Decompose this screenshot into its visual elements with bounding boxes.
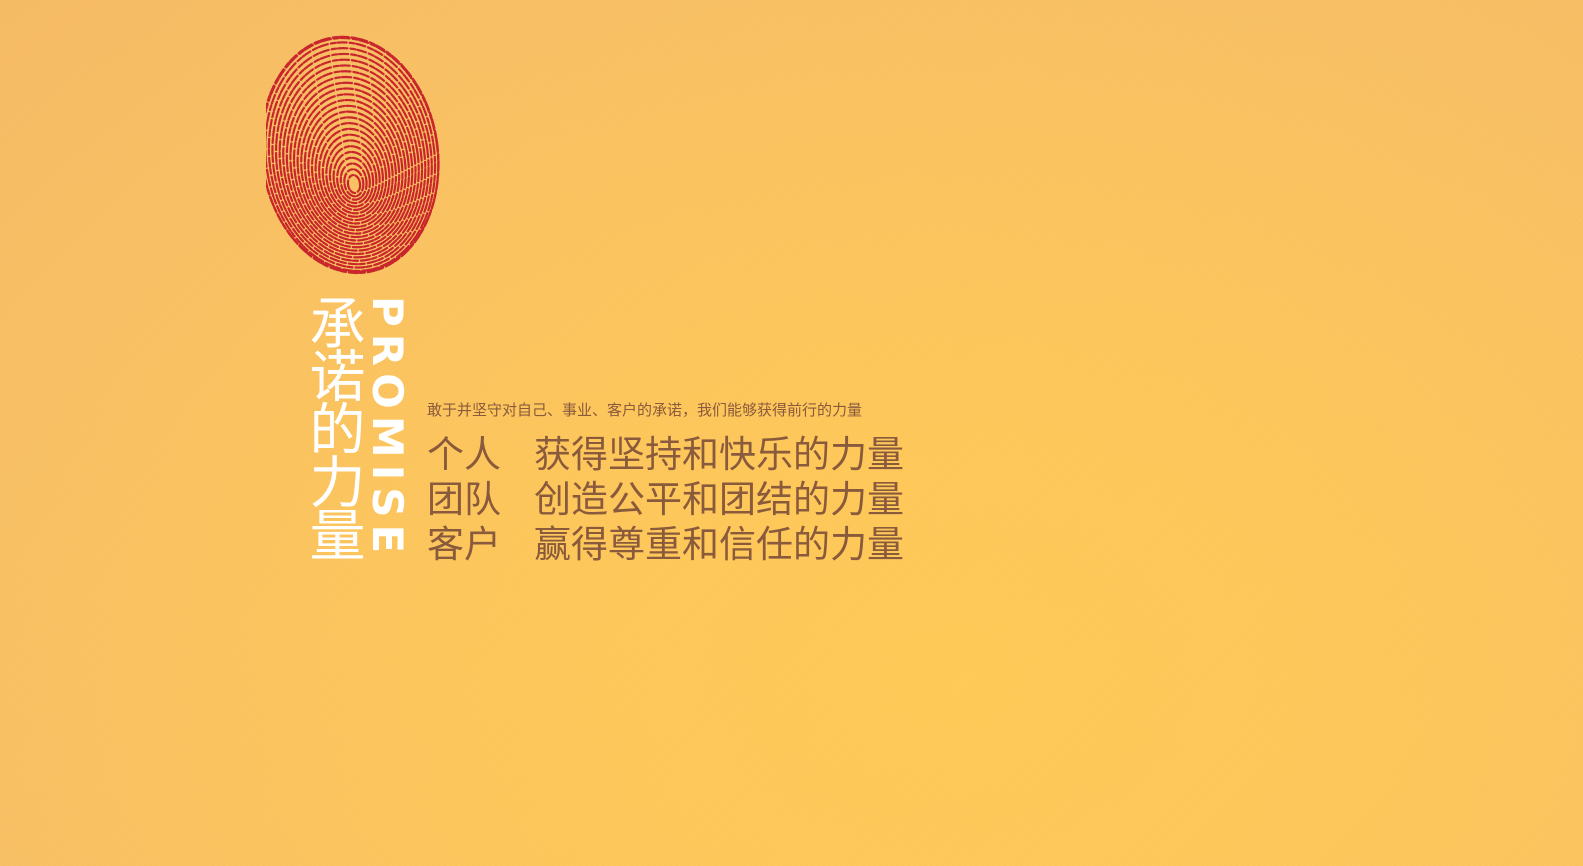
fingerprint-ridge xyxy=(343,168,365,198)
value-row-team: 团队 创造公平和团结的力量 xyxy=(427,477,904,522)
fingerprint-ridge xyxy=(292,87,411,245)
fingerprint-ridge xyxy=(274,58,427,262)
title-chinese: 承诺的力量 xyxy=(300,294,365,559)
fingerprint-ridge xyxy=(278,64,424,259)
fingerprint-ridge xyxy=(285,75,417,252)
fingerprint-ridge xyxy=(267,47,433,269)
subtitle: 敢于并坚守对自己、事业、客户的承诺，我们能够获得前行的力量 xyxy=(427,401,863,419)
fingerprint-ridge xyxy=(321,133,384,218)
fingerprint-ridge xyxy=(266,35,440,273)
value-text: 获得坚持和快乐的力量 xyxy=(534,433,904,476)
fingerprint-ridge xyxy=(314,122,391,225)
value-label: 客户 xyxy=(427,523,501,566)
value-row-individual: 个人 获得坚持和快乐的力量 xyxy=(427,432,904,477)
fingerprint-ridge xyxy=(300,98,404,239)
value-row-customer: 客户 赢得尊重和信任的力量 xyxy=(427,522,904,567)
fingerprint-ridge xyxy=(296,93,407,242)
fingerprint-ridge xyxy=(332,150,375,208)
value-label: 个人 xyxy=(427,433,501,476)
fingerprint-ridge xyxy=(328,145,378,212)
fingerprint-ridge xyxy=(289,81,414,249)
value-text: 创造公平和团结的力量 xyxy=(534,478,904,521)
fingerprint-ridge xyxy=(307,110,398,232)
fingerprint-ridge xyxy=(282,70,420,256)
fingerprint-ridge xyxy=(271,52,430,266)
value-text: 赢得尊重和信任的力量 xyxy=(534,523,904,566)
fingerprint-ridge xyxy=(339,162,368,201)
fingerprint-ridge xyxy=(325,139,381,215)
fingerprint-ridge xyxy=(336,156,371,205)
values-list: 个人 获得坚持和快乐的力量 团队 创造公平和团结的力量 客户 赢得尊重和信任的力… xyxy=(427,432,904,567)
fingerprint-icon xyxy=(266,34,452,286)
fingerprint-ridge xyxy=(318,127,388,222)
fingerprint-ridge xyxy=(310,116,394,228)
fingerprint-ridge xyxy=(303,104,401,235)
title-english: PROMISE xyxy=(363,296,412,561)
value-label: 团队 xyxy=(427,478,501,521)
fingerprint-ridge xyxy=(346,173,362,195)
fingerprint-ridge xyxy=(266,41,437,273)
